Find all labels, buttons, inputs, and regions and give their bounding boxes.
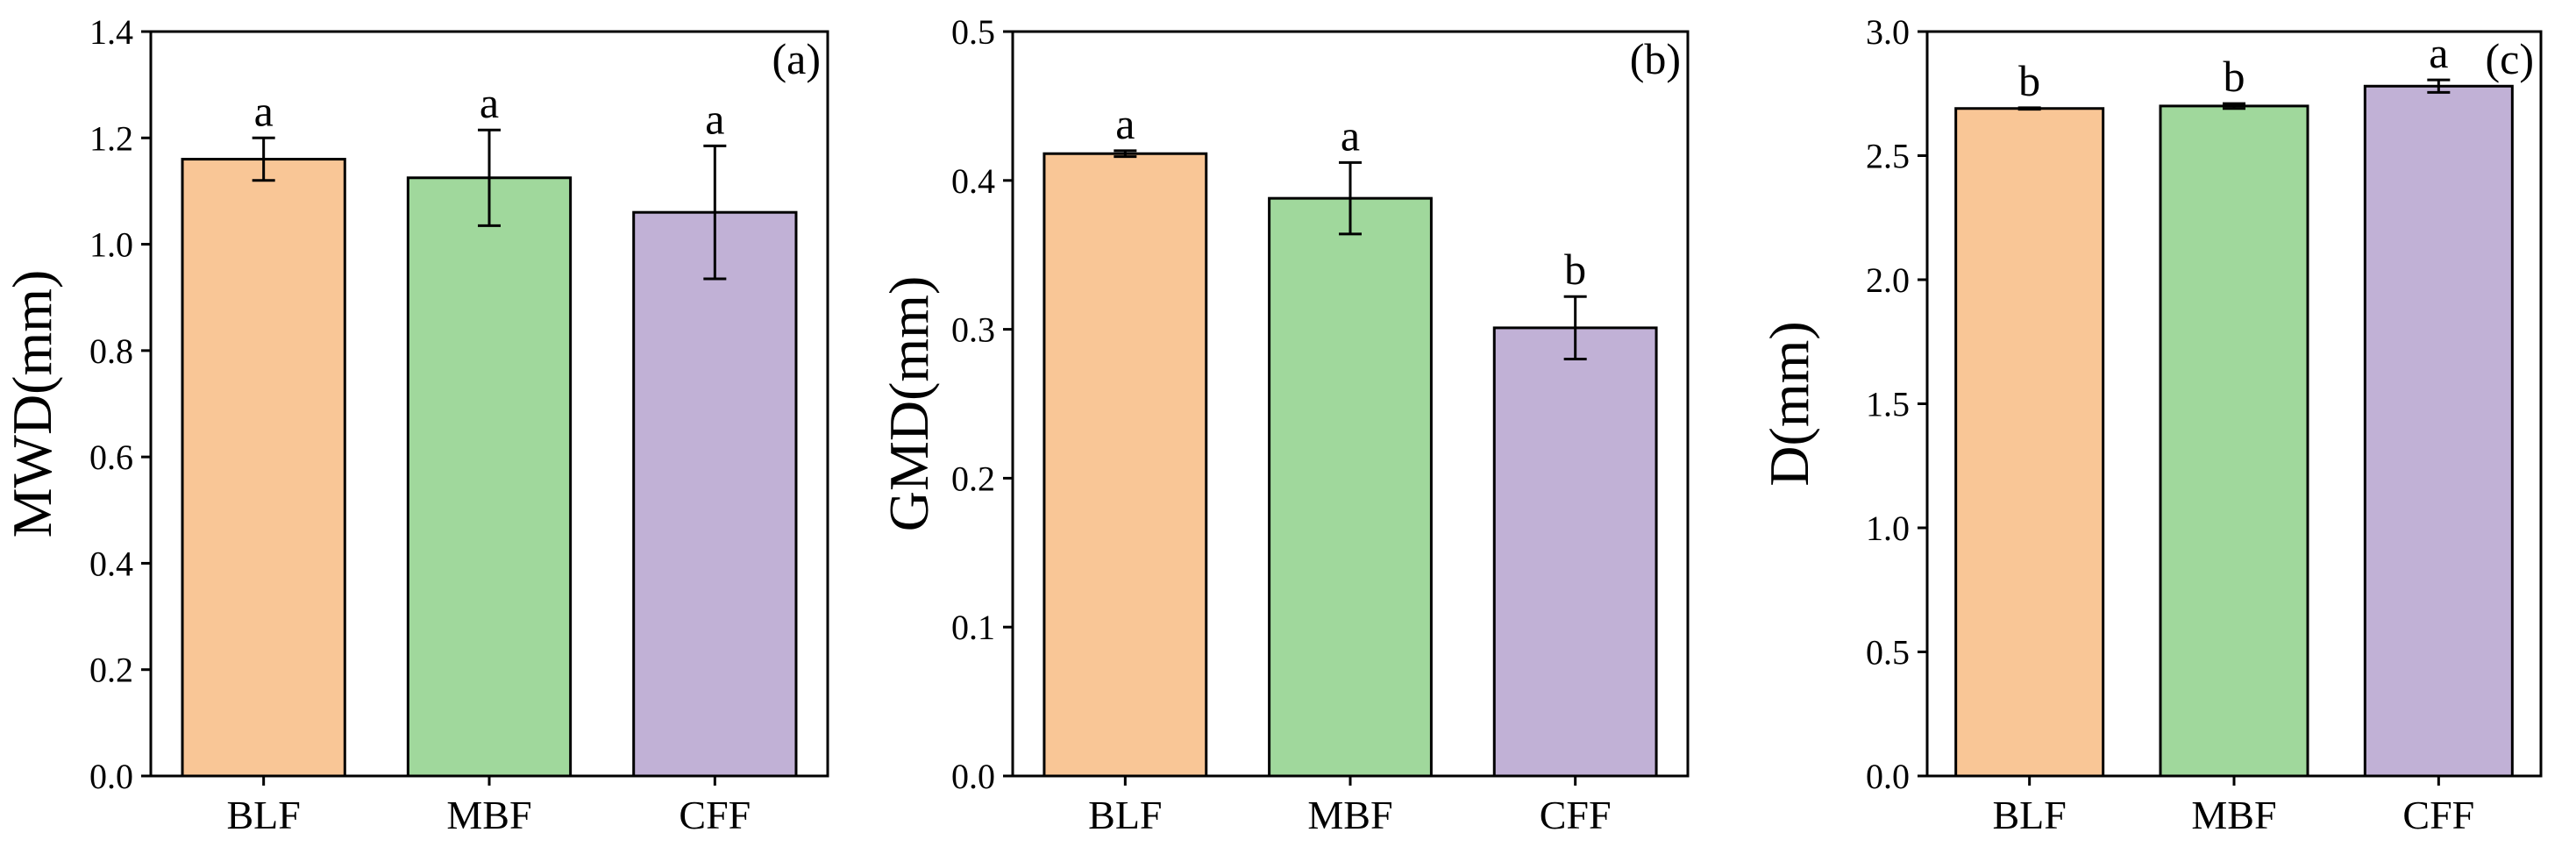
- y-tick-label: 0.5: [951, 12, 995, 52]
- bar-blf: [181, 158, 346, 778]
- y-tick-label: 0.1: [951, 608, 995, 647]
- y-tick-label: 0.2: [951, 459, 995, 498]
- error-bar-cff: [2427, 78, 2451, 94]
- x-tick-label-mbf: MBF: [2191, 793, 2276, 837]
- x-tick-label-cff: CFF: [2402, 793, 2474, 837]
- significance-label-mbf: a: [480, 78, 499, 127]
- x-tick-label-cff: CFF: [1540, 793, 1612, 837]
- significance-label-cff: a: [705, 94, 724, 143]
- chart-panel-1: a BLF a MBF a CFF 0.0 0.2 0.4 0.6 0.8 1.0 1.2 1.4 MWD(…: [1, 12, 829, 837]
- y-tick-label: 3.0: [1866, 12, 1910, 52]
- bar-mbf: [2159, 104, 2309, 778]
- panel-label: (a): [772, 34, 822, 83]
- bar-cff: [2363, 84, 2514, 778]
- y-tick-label: 0.6: [89, 438, 133, 477]
- chart-panel-3: b BLF b MBF a CFF 0.0 0.5 1.0 1.5 2.0 2.5 3.0 D(mm) (c…: [1758, 12, 2543, 837]
- x-tick-label-blf: BLF: [1088, 793, 1162, 837]
- y-tick-label: 0.0: [89, 757, 133, 796]
- error-bar-cff: [1563, 295, 1587, 361]
- bar-blf: [1954, 107, 2105, 778]
- y-tick-label: 0.3: [951, 310, 995, 350]
- plot-frame: [149, 30, 829, 778]
- y-tick-label: 1.0: [89, 225, 133, 265]
- plot-frame: [1011, 30, 1690, 778]
- error-bar-mbf: [1339, 160, 1362, 236]
- y-tick-label: 0.5: [1866, 633, 1910, 673]
- y-tick-label: 1.0: [1866, 509, 1910, 548]
- y-axis-title: GMD(mm): [878, 276, 940, 532]
- error-bar-mbf: [478, 128, 501, 227]
- bar-blf: [1042, 152, 1208, 778]
- chart-panel-2: a BLF a MBF b CFF 0.0 0.1 0.2 0.3 0.4 0.5 GMD(mm) (b): [878, 12, 1690, 837]
- y-tick-label: 0.4: [951, 161, 995, 201]
- x-tick-label-cff: CFF: [679, 793, 751, 837]
- y-tick-label: 1.2: [89, 118, 133, 158]
- error-bar-blf: [2017, 106, 2041, 111]
- error-bar-blf: [1114, 149, 1137, 159]
- y-tick-label: 2.5: [1866, 137, 1910, 176]
- error-bar-mbf: [2223, 102, 2245, 110]
- significance-label-mbf: b: [2224, 52, 2245, 101]
- significance-label-blf: a: [254, 86, 274, 135]
- y-tick-label: 2.0: [1866, 260, 1910, 300]
- bar-mbf: [406, 176, 573, 778]
- significance-label-cff: a: [2429, 28, 2448, 77]
- x-tick-label-blf: BLF: [1992, 793, 2066, 837]
- plot-frame: [1925, 30, 2543, 778]
- error-bar-blf: [252, 136, 275, 182]
- x-tick-label-mbf: MBF: [1307, 793, 1392, 837]
- significance-label-mbf: a: [1341, 110, 1360, 160]
- x-tick-label-mbf: MBF: [446, 793, 531, 837]
- y-tick-label: 0.0: [1866, 757, 1910, 796]
- y-tick-label: 1.5: [1866, 385, 1910, 424]
- bar-mbf: [1268, 196, 1433, 778]
- bar-cff: [632, 210, 798, 778]
- panel-label: (c): [2486, 34, 2535, 83]
- x-tick-label-blf: BLF: [226, 793, 300, 837]
- y-tick-label: 0.4: [89, 544, 133, 583]
- y-tick-label: 1.4: [89, 12, 133, 52]
- y-tick-label: 0.8: [89, 331, 133, 371]
- error-bar-cff: [703, 144, 727, 281]
- panel-label: (b): [1630, 34, 1681, 83]
- significance-label-blf: a: [1115, 99, 1135, 148]
- y-tick-label: 0.2: [89, 651, 133, 690]
- y-tick-label: 0.0: [951, 757, 995, 796]
- y-axis-title: D(mm): [1758, 321, 1820, 486]
- bar-cff: [1492, 326, 1658, 778]
- significance-label-blf: b: [2018, 56, 2040, 105]
- significance-label-cff: b: [1564, 245, 1586, 294]
- y-axis-title: MWD(mm): [1, 270, 63, 538]
